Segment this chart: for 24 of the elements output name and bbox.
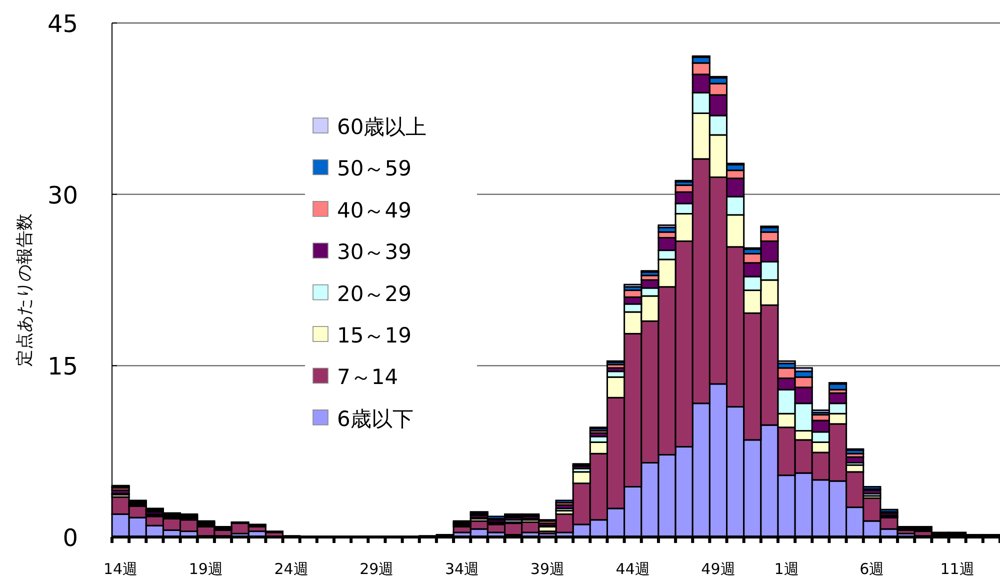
x-tick-label: 1週	[774, 560, 799, 578]
y-tick-label: 0	[62, 524, 78, 552]
x-tick-label: 44週	[616, 560, 650, 578]
legend-label: 30～39	[337, 240, 412, 264]
legend-label: 50～59	[337, 156, 412, 181]
y-axis-title: 定点あたりの報告数	[15, 214, 35, 366]
x-tick-label: 11週	[940, 560, 974, 578]
legend-label: 60歳以上	[337, 115, 427, 139]
x-tick-label: 34週	[445, 560, 480, 578]
legend-label: 20～29	[337, 282, 412, 306]
y-tick-label: 15	[47, 352, 78, 381]
x-tick-label: 29週	[360, 560, 394, 578]
legend-label: 40～49	[337, 198, 412, 222]
legend-label: 6歳以下	[337, 406, 414, 431]
x-tick-label: 24週	[274, 560, 308, 578]
x-tick-label: 49週	[701, 560, 736, 578]
x-tick-label: 19週	[188, 560, 223, 578]
y-tick-label: 30	[47, 181, 78, 210]
legend-label: 7～14	[337, 365, 398, 390]
x-tick-label: 39週	[530, 560, 565, 578]
x-tick-label: 14週	[103, 560, 138, 578]
y-tick-label: 45	[47, 10, 78, 38]
legend-label: 15～19	[337, 324, 412, 348]
x-tick-label: 6週	[860, 560, 884, 578]
